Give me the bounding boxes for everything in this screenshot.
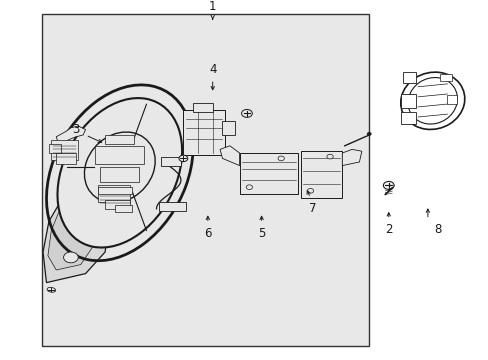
Ellipse shape <box>58 98 182 248</box>
Bar <box>51 140 78 160</box>
Text: 2: 2 <box>384 223 392 236</box>
Polygon shape <box>43 187 110 283</box>
Polygon shape <box>48 203 95 270</box>
Bar <box>95 146 144 164</box>
Bar <box>400 94 415 108</box>
Bar <box>193 103 212 112</box>
Bar <box>105 200 129 209</box>
Text: 6: 6 <box>203 227 211 240</box>
Ellipse shape <box>326 154 333 159</box>
Ellipse shape <box>84 132 155 203</box>
Bar <box>49 144 61 153</box>
Ellipse shape <box>241 109 252 117</box>
Bar <box>98 187 132 194</box>
Bar <box>239 153 298 194</box>
Ellipse shape <box>383 181 393 189</box>
Bar <box>100 167 139 182</box>
Text: 7: 7 <box>308 202 316 215</box>
Bar <box>300 151 342 198</box>
Text: 1: 1 <box>208 0 216 13</box>
Text: 4: 4 <box>208 63 216 76</box>
Polygon shape <box>342 149 361 166</box>
Bar <box>105 135 134 144</box>
Ellipse shape <box>278 156 284 161</box>
Text: 8: 8 <box>433 223 441 236</box>
Bar <box>447 95 456 104</box>
Ellipse shape <box>246 185 252 189</box>
Polygon shape <box>220 146 239 166</box>
Ellipse shape <box>307 188 313 193</box>
Ellipse shape <box>179 155 187 162</box>
Bar <box>400 112 415 124</box>
Ellipse shape <box>366 132 370 135</box>
Bar <box>115 205 132 212</box>
Polygon shape <box>56 126 85 144</box>
Bar <box>183 110 224 155</box>
Bar <box>161 157 181 166</box>
Ellipse shape <box>63 252 78 263</box>
Bar <box>439 74 451 81</box>
Bar <box>222 121 234 135</box>
Bar <box>56 153 76 164</box>
Ellipse shape <box>47 287 56 292</box>
Text: 5: 5 <box>257 227 265 240</box>
Bar <box>98 185 129 202</box>
Bar <box>159 202 185 211</box>
Text: 3: 3 <box>72 123 80 136</box>
Ellipse shape <box>407 77 457 124</box>
Bar <box>403 72 415 83</box>
Bar <box>41 14 368 346</box>
